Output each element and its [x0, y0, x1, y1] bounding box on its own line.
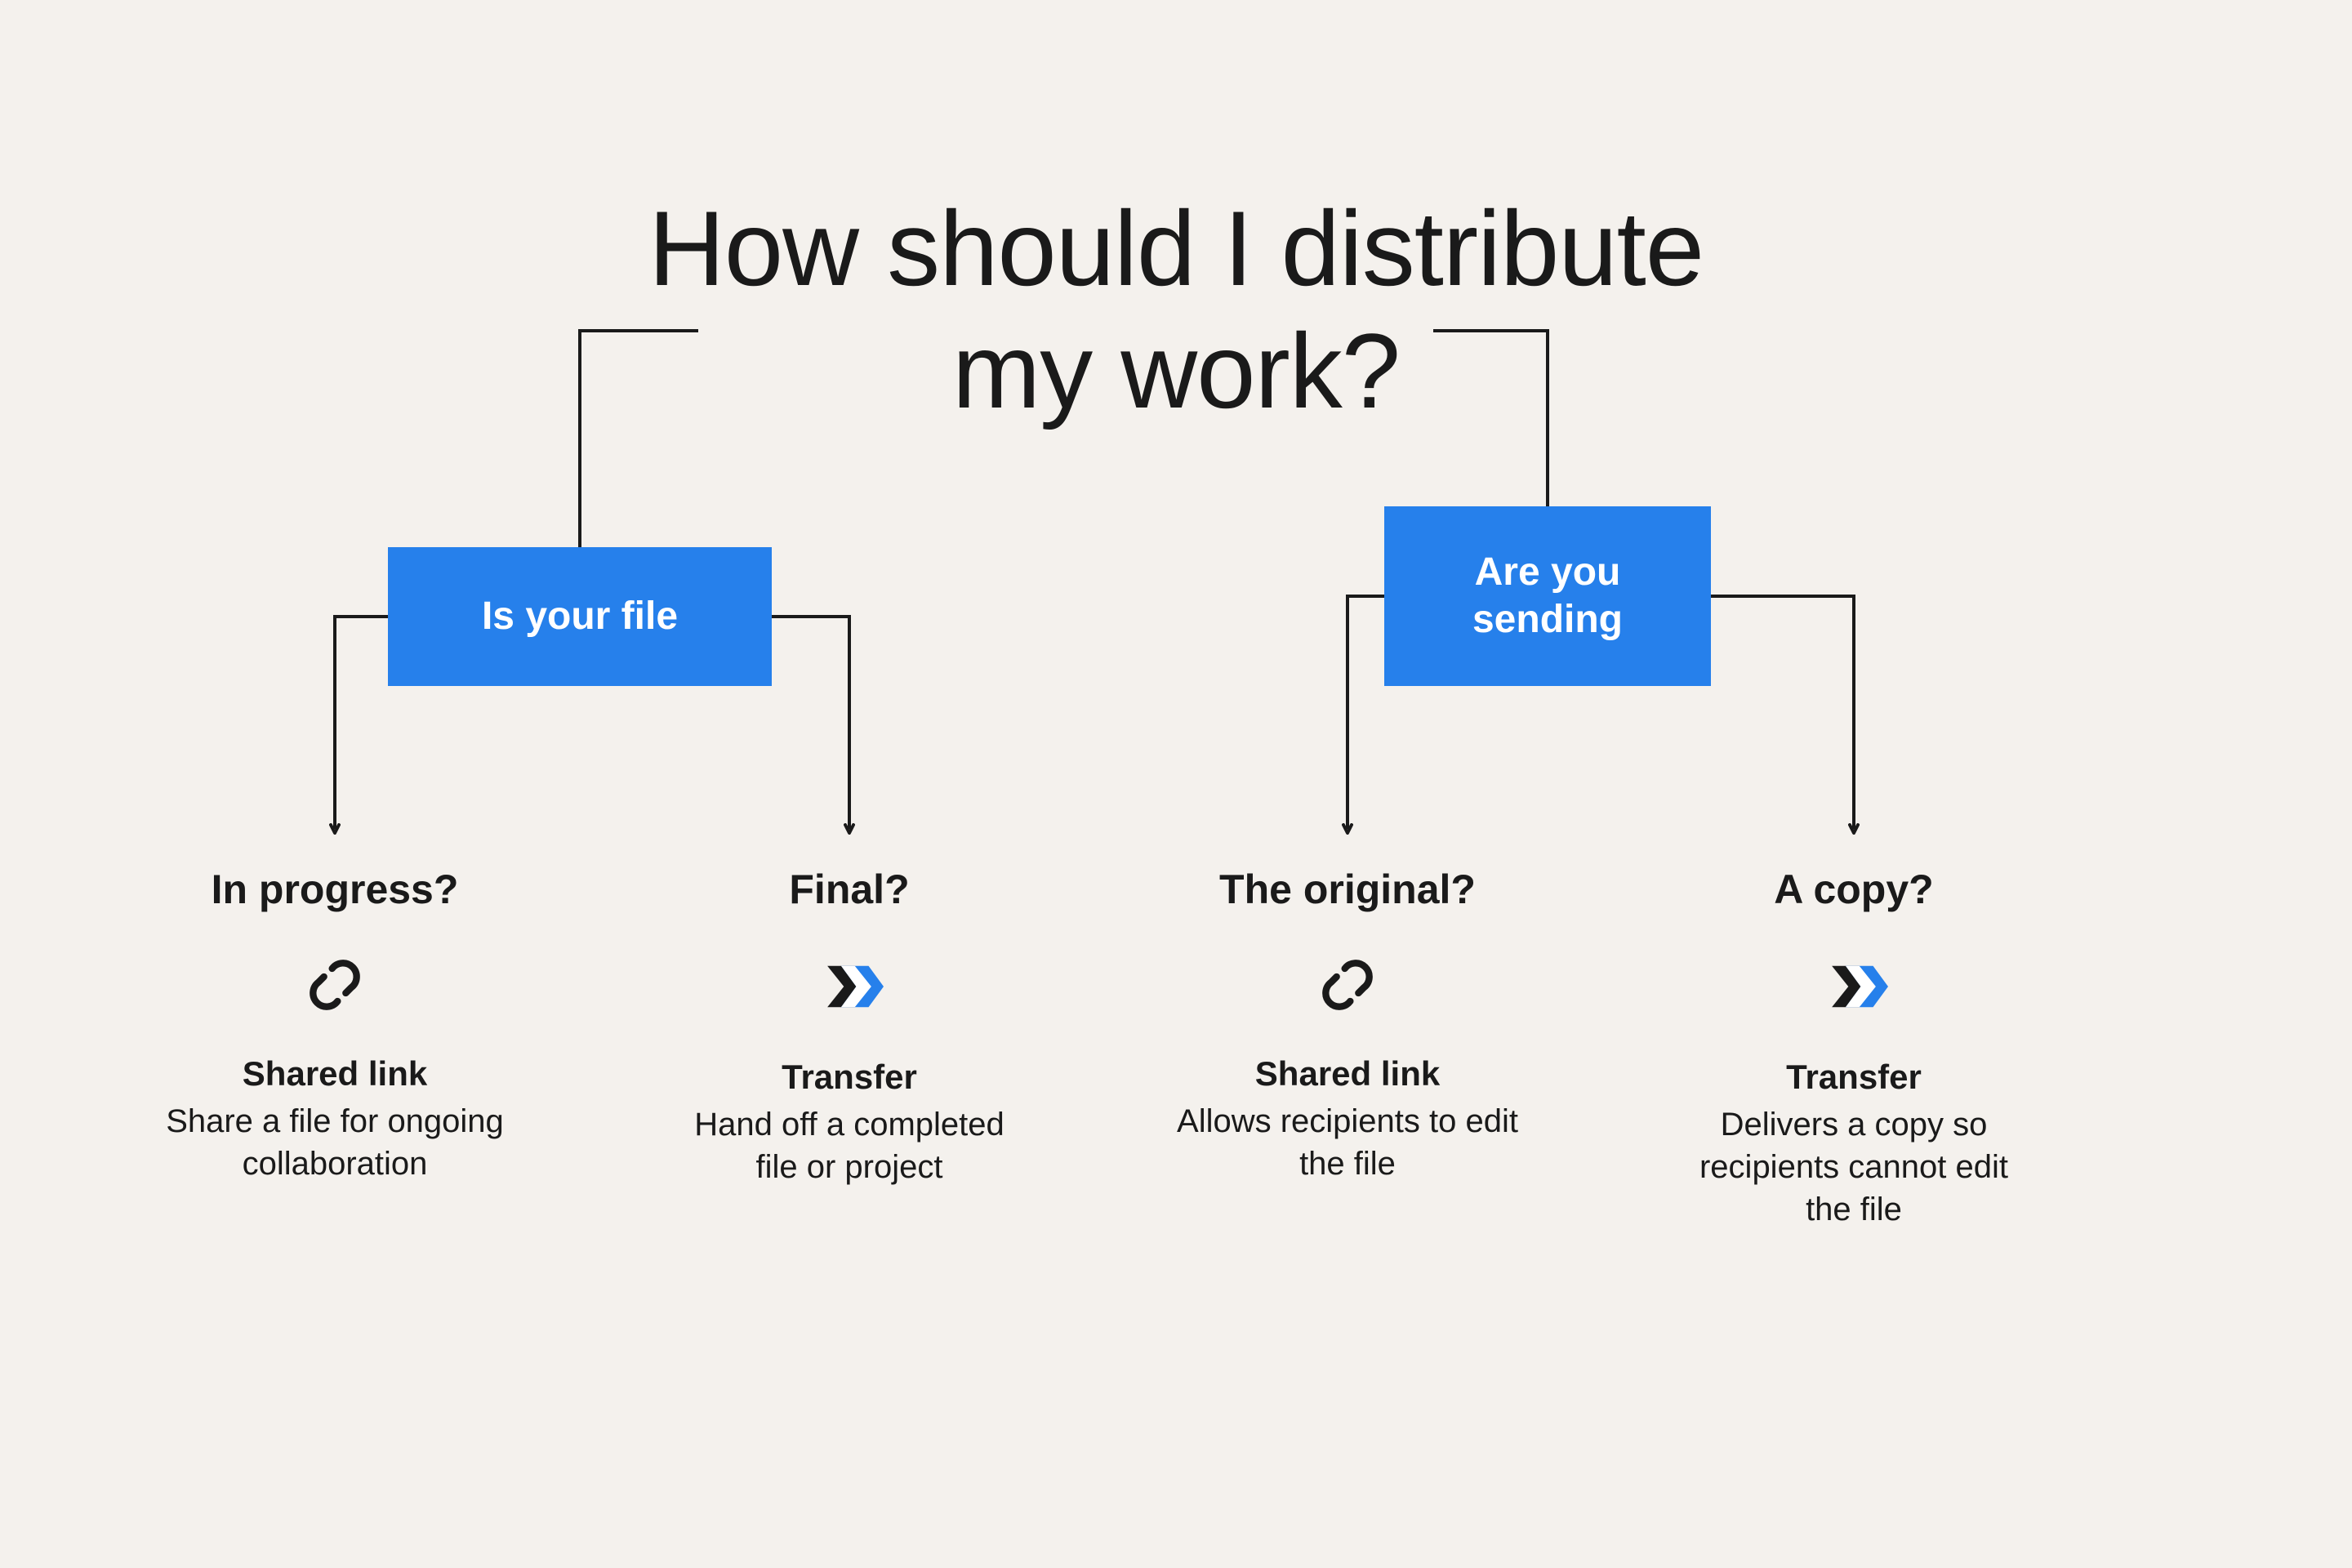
leaf-original: The original? Shared link Allows recipie…	[1176, 866, 1519, 1185]
transfer-icon	[815, 952, 884, 1025]
leaf-question: In progress?	[163, 866, 506, 913]
link-icon	[1315, 952, 1380, 1022]
decision-node-are-you-sending: Are you sending	[1384, 506, 1711, 686]
leaf-description: Allows recipients to edit the file	[1176, 1100, 1519, 1185]
node-label: Are you sending	[1401, 549, 1695, 643]
transfer-icon	[1820, 952, 1888, 1025]
leaf-question: A copy?	[1682, 866, 2025, 913]
leaf-description: Delivers a copy so recipients cannot edi…	[1682, 1103, 2025, 1231]
leaf-label: Transfer	[678, 1058, 1021, 1097]
leaf-description: Share a file for ongoing collaboration	[163, 1100, 506, 1185]
leaf-question: Final?	[678, 866, 1021, 913]
decision-node-is-your-file: Is your file	[388, 547, 772, 686]
leaf-in-progress: In progress? Shared link Share a file fo…	[163, 866, 506, 1185]
leaf-copy: A copy? Transfer Delivers a copy so reci…	[1682, 866, 2025, 1231]
leaf-label: Transfer	[1682, 1058, 2025, 1097]
leaf-question: The original?	[1176, 866, 1519, 913]
leaf-label: Shared link	[1176, 1054, 1519, 1094]
leaf-label: Shared link	[163, 1054, 506, 1094]
node-label: Is your file	[482, 593, 678, 640]
leaf-final: Final? Transfer Hand off a completed fil…	[678, 866, 1021, 1188]
link-icon	[302, 952, 368, 1022]
connector-title-left	[0, 0, 2352, 1568]
flowchart-canvas: How should I distribute my work? Is your…	[0, 0, 2352, 1568]
leaf-description: Hand off a completed file or project	[678, 1103, 1021, 1188]
